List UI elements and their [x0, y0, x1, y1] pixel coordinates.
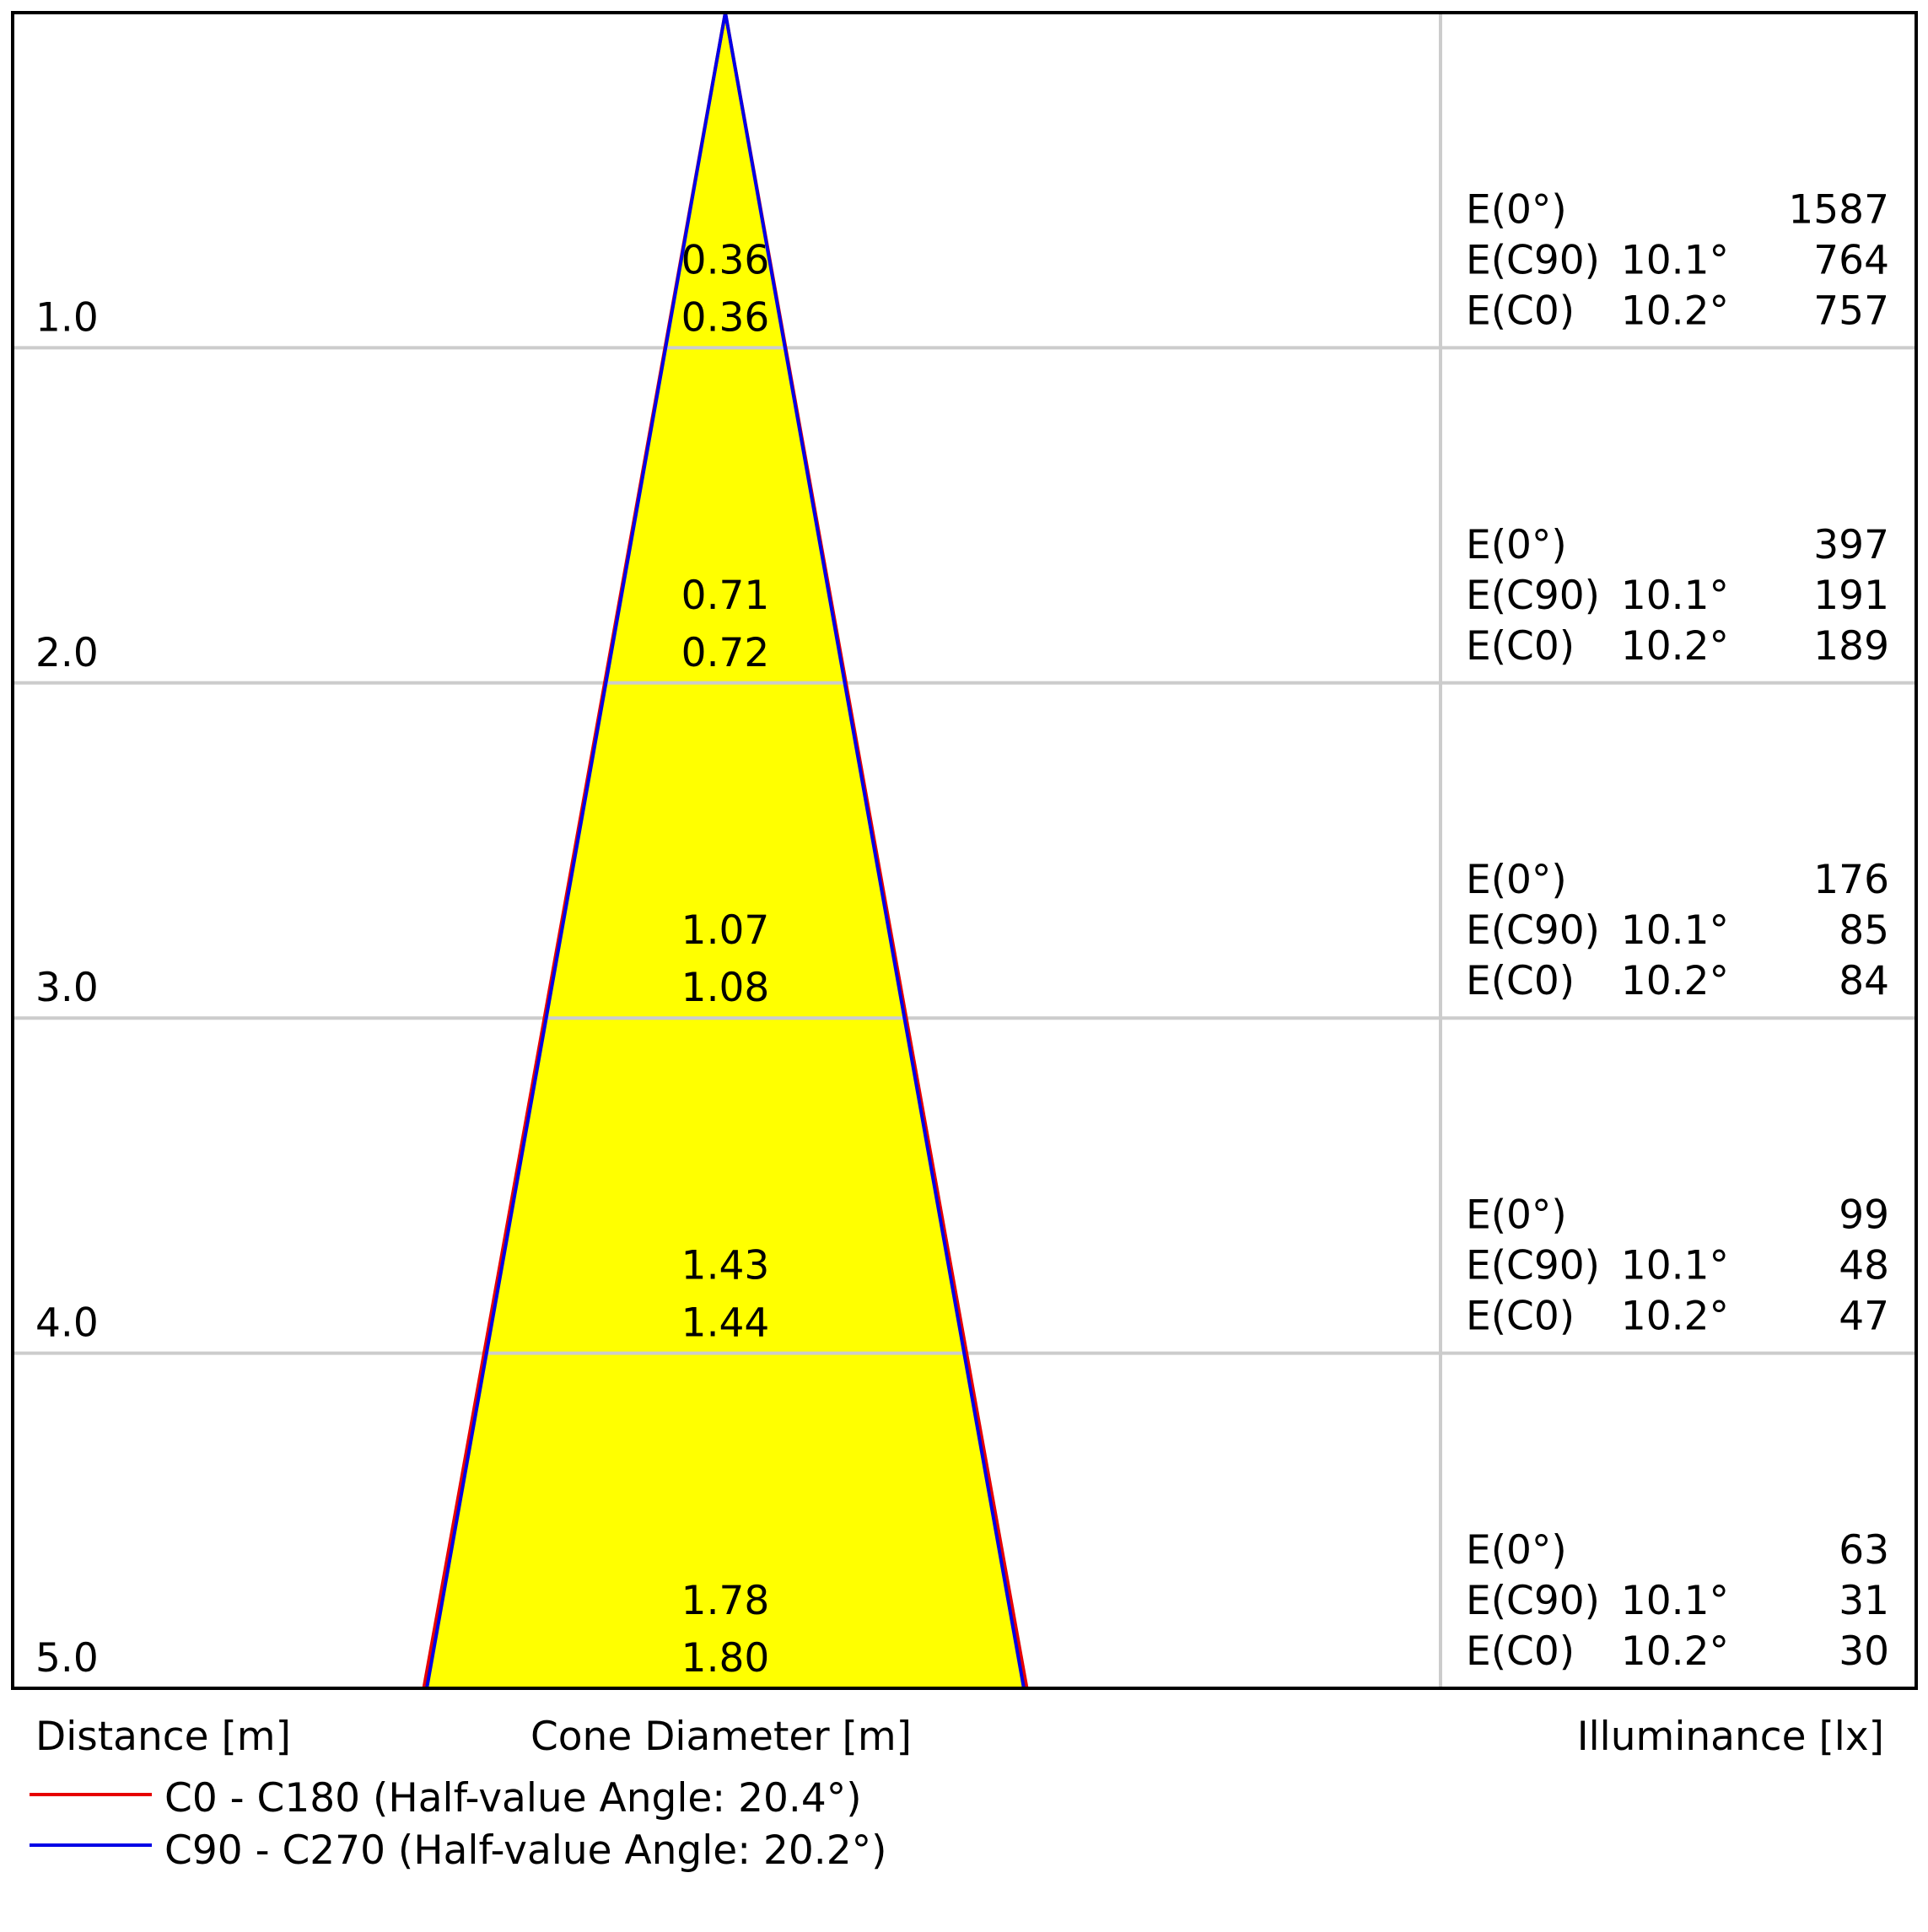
- legend-label-c0: C0 - C180 (Half-value Angle: 20.4°): [164, 1775, 862, 1822]
- diameter-label-c0: 1.08: [681, 965, 770, 1011]
- cone-edge-c90-left: [425, 12, 727, 1689]
- diameter-label-c90: 1.07: [681, 907, 770, 954]
- illuminance-c0-angle: 10.2°: [1621, 1628, 1729, 1675]
- illuminance-e0-label: E(0°): [1466, 186, 1567, 233]
- illuminance-c0-angle: 10.2°: [1621, 1294, 1729, 1340]
- illuminance-c0-value: 84: [1839, 958, 1889, 1004]
- illuminance-c0-angle: 10.2°: [1621, 958, 1729, 1004]
- illuminance-e0-value: 397: [1813, 522, 1889, 568]
- illuminance-c0-value: 757: [1813, 288, 1889, 334]
- illuminance-e0-label: E(0°): [1466, 1192, 1567, 1239]
- illuminance-c90-angle: 10.1°: [1621, 573, 1729, 619]
- diameter-label-c0: 1.44: [681, 1300, 770, 1347]
- diameter-label-c90: 0.36: [681, 237, 770, 283]
- illuminance-e0-value: 1587: [1788, 186, 1889, 233]
- illuminance-c0-value: 189: [1813, 623, 1889, 670]
- illuminance-c0-angle: 10.2°: [1621, 288, 1729, 334]
- illuminance-e0-value: 99: [1839, 1192, 1889, 1239]
- illuminance-c90-label: E(C90): [1466, 1243, 1600, 1289]
- diameter-label-c0: 1.80: [681, 1635, 770, 1682]
- illuminance-c90-value: 764: [1813, 237, 1889, 283]
- distance-label: 3.0: [35, 965, 99, 1011]
- diameter-label-c90: 0.71: [681, 573, 770, 619]
- illuminance-c0-value: 47: [1839, 1294, 1889, 1340]
- distance-label: 5.0: [35, 1635, 99, 1682]
- illuminance-c90-value: 85: [1839, 907, 1889, 954]
- illuminance-c0-label: E(C0): [1466, 1628, 1575, 1675]
- illuminance-c90-angle: 10.1°: [1621, 237, 1729, 283]
- cone-fill: [423, 13, 1027, 1688]
- illuminance-c90-label: E(C90): [1466, 573, 1600, 619]
- distance-label: 4.0: [35, 1300, 99, 1347]
- illuminance-c90-label: E(C90): [1466, 907, 1600, 954]
- illuminance-e0-label: E(0°): [1466, 1527, 1567, 1574]
- illuminance-c0-value: 30: [1839, 1628, 1889, 1675]
- x-axis-label: Distance [m]: [35, 1714, 291, 1760]
- diameter-label-c0: 0.72: [681, 630, 770, 676]
- illuminance-c90-value: 191: [1813, 573, 1889, 619]
- legend-label-c90: C90 - C270 (Half-value Angle: 20.2°): [164, 1827, 886, 1874]
- distance-label: 1.0: [35, 294, 99, 341]
- diameter-label-c90: 1.78: [681, 1578, 770, 1624]
- plot-frame: [11, 11, 1918, 1690]
- diameter-label-c90: 1.43: [681, 1243, 770, 1289]
- illuminance-axis-label: Illuminance [lx]: [1577, 1714, 1884, 1760]
- illuminance-c0-label: E(C0): [1466, 623, 1575, 670]
- illuminance-c90-angle: 10.1°: [1621, 1243, 1729, 1289]
- cone-diameter-axis-label: Cone Diameter [m]: [530, 1714, 912, 1760]
- distance-label: 2.0: [35, 630, 99, 676]
- illuminance-c90-value: 48: [1839, 1243, 1889, 1289]
- diameter-label-c0: 0.36: [681, 294, 770, 341]
- illuminance-c0-angle: 10.2°: [1621, 623, 1729, 670]
- illuminance-c90-label: E(C90): [1466, 237, 1600, 283]
- illuminance-c0-label: E(C0): [1466, 288, 1575, 334]
- illuminance-c90-label: E(C90): [1466, 1578, 1600, 1624]
- illuminance-e0-label: E(0°): [1466, 857, 1567, 903]
- illuminance-c90-value: 31: [1839, 1578, 1889, 1624]
- illuminance-c90-angle: 10.1°: [1621, 1578, 1729, 1624]
- illuminance-e0-value: 63: [1839, 1527, 1889, 1574]
- illuminance-e0-label: E(0°): [1466, 522, 1567, 568]
- cone-edge-c90-right: [724, 12, 1026, 1689]
- illuminance-e0-value: 176: [1813, 857, 1889, 903]
- illuminance-c0-label: E(C0): [1466, 1294, 1575, 1340]
- illuminance-c0-label: E(C0): [1466, 958, 1575, 1004]
- illuminance-c90-angle: 10.1°: [1621, 907, 1729, 954]
